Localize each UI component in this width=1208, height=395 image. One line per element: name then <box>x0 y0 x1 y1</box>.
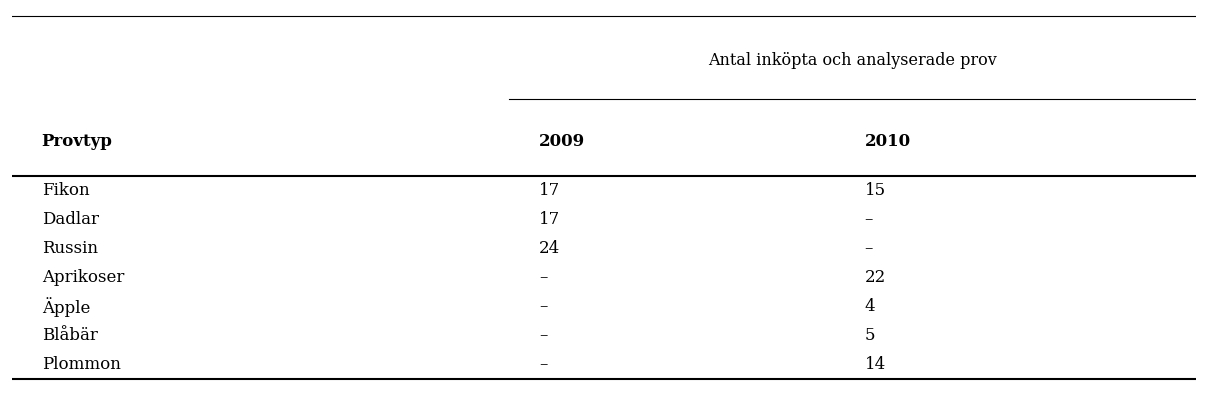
Text: –: – <box>865 211 873 228</box>
Text: Plommon: Plommon <box>41 356 121 373</box>
Text: 14: 14 <box>865 356 885 373</box>
Text: Provtyp: Provtyp <box>41 133 112 150</box>
Text: 24: 24 <box>539 240 561 257</box>
Text: Blåbär: Blåbär <box>41 327 98 344</box>
Text: Fikon: Fikon <box>41 182 89 199</box>
Text: Äpple: Äpple <box>41 297 91 317</box>
Text: –: – <box>539 356 547 373</box>
Text: 2010: 2010 <box>865 133 911 150</box>
Text: 2009: 2009 <box>539 133 585 150</box>
Text: 15: 15 <box>865 182 885 199</box>
Text: 4: 4 <box>865 298 875 315</box>
Text: Dadlar: Dadlar <box>41 211 99 228</box>
Text: 17: 17 <box>539 211 561 228</box>
Text: –: – <box>539 269 547 286</box>
Text: 5: 5 <box>865 327 875 344</box>
Text: Aprikoser: Aprikoser <box>41 269 124 286</box>
Text: Russin: Russin <box>41 240 98 257</box>
Text: 17: 17 <box>539 182 561 199</box>
Text: –: – <box>539 298 547 315</box>
Text: 22: 22 <box>865 269 885 286</box>
Text: –: – <box>539 327 547 344</box>
Text: –: – <box>865 240 873 257</box>
Text: Antal inköpta och analyserade prov: Antal inköpta och analyserade prov <box>708 52 997 69</box>
